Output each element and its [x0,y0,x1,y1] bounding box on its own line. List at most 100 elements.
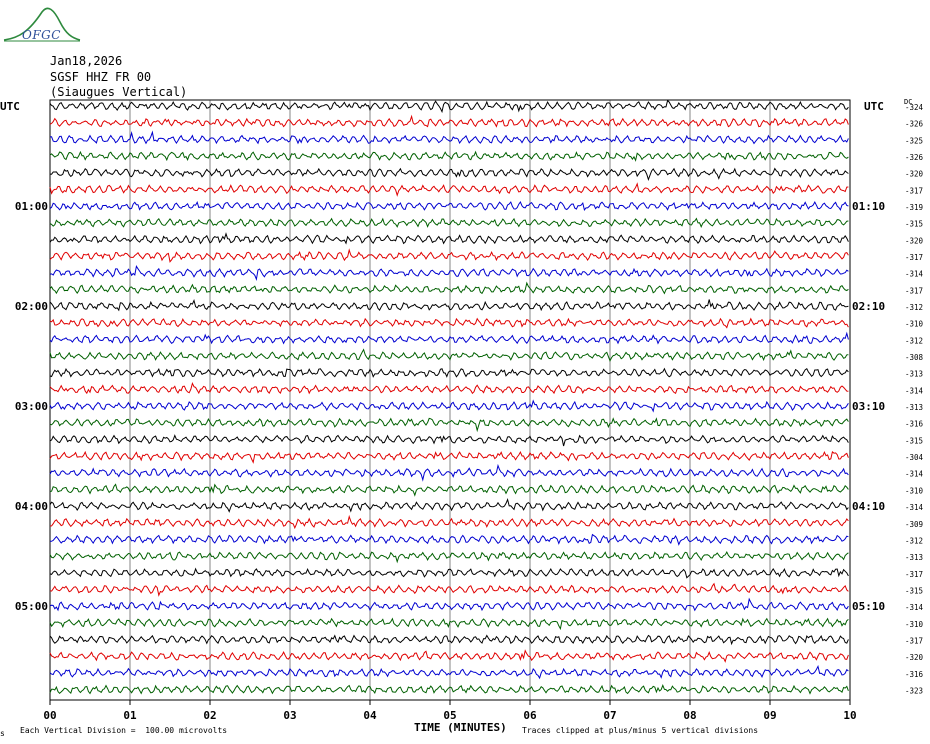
seismic-trace [49,582,849,597]
seismic-trace [49,182,849,197]
dc-offset-label: -312 [905,536,923,545]
seismic-trace [49,99,849,114]
seismic-trace [49,381,849,395]
x-tick-label: 10 [843,709,856,722]
dc-offset-label: -312 [905,303,923,312]
dc-offset-label: -313 [905,403,923,412]
dc-offset-label: -308 [905,353,924,362]
x-tick-label: 02 [203,709,216,722]
seismic-trace [49,367,849,378]
dc-offset-label: -314 [905,603,924,612]
seismic-trace [49,551,849,564]
dc-offset-label: -310 [905,620,924,629]
dc-offset-label: -326 [905,153,924,162]
dc-offset-label: -314 [905,470,924,479]
x-tick-label: 06 [523,709,537,722]
seismic-trace [49,567,849,579]
left-utc-label: UTC [0,100,20,113]
dc-offset-label: -313 [905,553,923,562]
x-tick-label: 09 [763,709,776,722]
seismic-trace [49,417,849,433]
dc-offset-label: -314 [905,503,924,512]
corner-mark: s [0,729,5,738]
dc-offset-label: -309 [905,520,923,529]
seismic-trace [49,617,849,631]
right-time-label: 01:10 [852,200,885,213]
dc-offset-label: -320 [905,236,924,245]
left-time-label: 05:00 [15,600,48,613]
dc-offset-label: -315 [905,436,923,445]
seismic-trace [49,649,849,663]
dc-offset-label: -325 [905,136,923,145]
x-tick-label: 00 [43,709,56,722]
dc-offset-label: -315 [905,220,923,229]
seismic-trace [49,232,849,245]
seismic-trace [49,298,849,312]
dc-offset-label: -326 [905,120,924,129]
clip-note: Traces clipped at plus/minus 5 vertical … [522,726,759,735]
x-tick-label: 01 [123,709,137,722]
seismic-trace [49,463,849,482]
dc-offset-label: -313 [905,370,923,379]
vertical-scale-note: Each Vertical Division = 100.00 microvol… [20,726,228,735]
seismic-trace [49,150,849,162]
seismic-trace [49,533,849,546]
seismic-trace [49,434,849,447]
dc-offset-label: -317 [905,186,923,195]
seismic-trace [49,217,849,228]
x-tick-label: 08 [683,709,696,722]
seismic-trace [49,348,849,363]
seismic-trace [49,634,849,646]
dc-offset-label: -315 [905,586,923,595]
seismic-trace [49,130,849,145]
right-time-label: 05:10 [852,600,885,613]
seismic-trace [49,450,849,464]
seismic-trace [49,483,849,497]
x-tick-label: 07 [603,709,616,722]
dc-offset-label: -314 [905,270,924,279]
dc-offset-label: -324 [905,103,924,112]
seismic-trace [49,317,849,329]
seismic-trace [49,264,849,281]
seismic-trace [49,597,849,612]
seismic-trace [49,399,849,413]
dc-offset-label: -317 [905,636,923,645]
dc-offset-label: -310 [905,486,924,495]
left-time-label: 04:00 [15,500,48,513]
right-time-label: 02:10 [852,300,885,313]
dc-offset-label: -317 [905,286,923,295]
dc-offset-label: -320 [905,170,924,179]
station-site: (Siaugues Vertical) [50,85,188,99]
right-utc-label: UTC [864,100,884,113]
dc-offset-label: -319 [905,203,923,212]
dc-offset-label: -317 [905,253,923,262]
left-time-label: 03:00 [15,400,48,413]
dc-offset-label: -320 [905,653,924,662]
chart-date: Jan18,2026 [50,54,123,68]
x-tick-label: 04 [363,709,377,722]
seismic-trace [49,114,849,128]
station-code: SGSF HHZ FR 00 [50,70,152,84]
dc-offset-label: -314 [905,386,924,395]
dc-offset-label: -317 [905,570,923,579]
seismic-trace [49,331,849,345]
logo-text: OFGC [22,28,61,42]
x-tick-label: 03 [283,709,296,722]
dc-offset-label: -312 [905,336,923,345]
x-tick-label: 05 [443,709,456,722]
dc-offset-label: -304 [905,453,924,462]
dc-offset-label: -316 [905,670,924,679]
seismic-trace [49,281,849,295]
ofgc-logo: OFGC [2,4,82,46]
dc-offset-label: -316 [905,420,924,429]
left-time-label: 02:00 [15,300,48,313]
seismic-trace [49,167,849,182]
logo-mountain-icon [3,7,81,42]
dc-header: DC [904,98,913,106]
seismic-trace [49,248,849,263]
dc-offset-label: -310 [905,320,924,329]
x-axis-title: TIME (MINUTES) [414,721,507,734]
dc-offset-label: -323 [905,686,923,695]
